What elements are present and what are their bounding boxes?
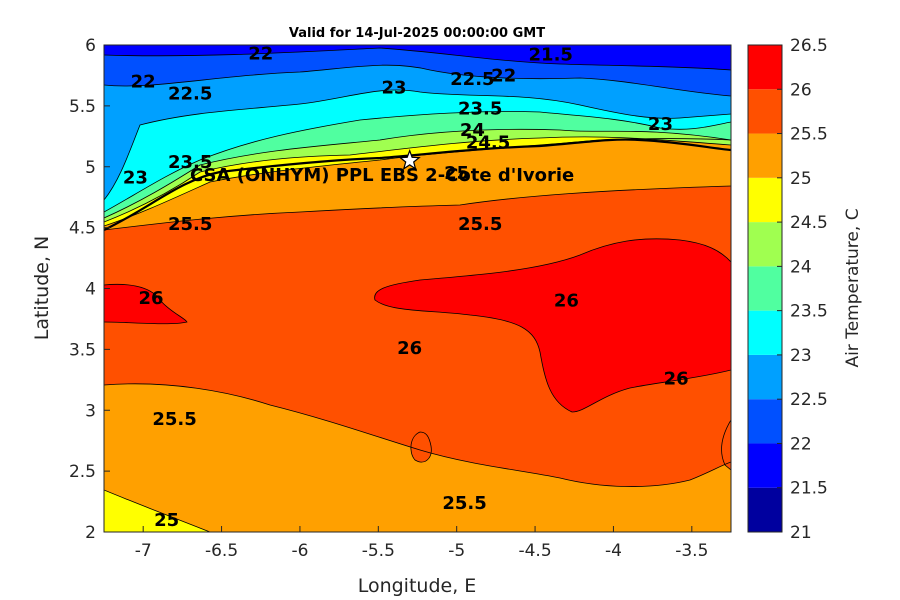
contour-label: 26: [138, 288, 163, 309]
contour-label: 24: [460, 120, 485, 141]
contour-label: 25: [154, 510, 179, 531]
x-tick-label: -4: [605, 541, 622, 561]
colorbar: 21 21.5 22 22.5 23 23.5 24 24.5 25 25.5 26 26.5: [748, 36, 828, 543]
chart-title: Valid for 14-Jul-2025 00:00:00 GMT: [289, 26, 545, 41]
band-24.5-south: [104, 490, 210, 532]
site-label: CSA (ONHYM) PPL EBS 2-Cote d'Ivorie: [190, 165, 574, 186]
y-tick-label: 2.5: [69, 462, 96, 482]
colorbar-tick-label: 25.5: [790, 125, 828, 145]
contour-label: 25: [444, 163, 469, 184]
contour-label: 25.5: [152, 409, 196, 430]
colorbar-tick-label: 24: [790, 257, 812, 277]
coastline: [104, 138, 731, 231]
colorbar-tick-label: 21.5: [790, 479, 828, 499]
colorbar-label: Air Temperature, C: [843, 208, 863, 367]
colorbar-tick-label: 22.5: [790, 390, 828, 410]
y-axis-label: Latitude, N: [31, 236, 53, 341]
contour-label: 22: [491, 65, 516, 86]
y-tick-label: 5: [85, 158, 96, 178]
colorbar-swatch: [748, 45, 782, 90]
colorbar-tick-label: 25: [790, 169, 812, 189]
contour-label: 25.5: [442, 493, 486, 514]
colorbar-tick-label: 22: [790, 434, 812, 454]
colorbar-swatch: [748, 222, 782, 267]
colorbar-tick-label: 23: [790, 346, 812, 366]
y-axis-ticks: 2 2.5 3 3.5 4 4.5 5 5.5 6: [69, 36, 110, 543]
band-26-west: [104, 284, 187, 324]
y-tick-label: 4: [85, 280, 96, 300]
contour-label: 23: [123, 168, 148, 189]
contour-label: 23.5: [458, 98, 502, 119]
contour-label: 23: [648, 114, 673, 135]
colorbar-swatch: [748, 399, 782, 444]
contour-lines: [104, 47, 731, 532]
x-axis-ticks: -7 -6.5 -6 -5.5 -5 -4.5 -4 -3.5: [135, 526, 708, 561]
x-tick-label: -5: [448, 541, 465, 561]
colorbar-swatch: [748, 310, 782, 355]
contour-label: 23: [381, 78, 406, 99]
y-tick-label: 3.5: [69, 340, 96, 360]
contour-label: 23.5: [168, 152, 212, 173]
x-tick-label: -7: [135, 541, 152, 561]
colorbar-swatch: [748, 89, 782, 134]
contour-label: 26: [664, 369, 689, 390]
band-21.5: [104, 45, 731, 70]
colorbar-swatch: [748, 443, 782, 488]
y-tick-label: 6: [85, 36, 96, 56]
colorbar-tick-label: 21: [790, 523, 812, 543]
colorbar-tick-label: 26.5: [790, 36, 828, 56]
contour-label: 26: [397, 338, 422, 359]
x-tick-label: -6.5: [205, 541, 238, 561]
colorbar-frame: [747, 44, 783, 533]
x-axis-label: Longitude, E: [358, 575, 477, 597]
x-tick-label: -3.5: [675, 541, 708, 561]
contour-label: 25.5: [458, 214, 502, 235]
colorbar-swatch: [748, 266, 782, 311]
map-plot-area: [104, 45, 731, 532]
contour-label: 22.5: [450, 69, 494, 90]
y-tick-label: 2: [85, 523, 96, 543]
band-22.5: [104, 45, 731, 200]
contour-label: 21.5: [529, 45, 573, 66]
y-tick-label: 4.5: [69, 219, 96, 239]
x-tick-label: -4.5: [518, 541, 551, 561]
colorbar-tick-label: 24.5: [790, 213, 828, 233]
band-25.5-se: [721, 420, 731, 470]
colorbar-swatch: [748, 177, 782, 223]
y-tick-label: 5.5: [69, 97, 96, 117]
x-tick-label: -6: [291, 541, 308, 561]
contour-label: 22: [131, 72, 156, 93]
colorbar-tick-label: 26: [790, 80, 812, 100]
contour-label: 22.5: [168, 84, 212, 105]
star-icon: [398, 148, 421, 171]
y-tick-label: 3: [85, 401, 96, 421]
band-26-east: [374, 238, 731, 412]
contour-label: 25.5: [168, 214, 212, 235]
colorbar-swatch: [748, 354, 782, 400]
band-25.5-island: [410, 432, 432, 463]
contour-label: 22: [248, 44, 273, 65]
colorbar-swatch: [748, 487, 782, 532]
contour-label: 24.5: [466, 132, 510, 153]
contour-label: 26: [554, 291, 579, 312]
x-tick-label: -5.5: [362, 541, 395, 561]
colorbar-tick-label: 23.5: [790, 302, 828, 322]
colorbar-swatch: [748, 133, 782, 178]
